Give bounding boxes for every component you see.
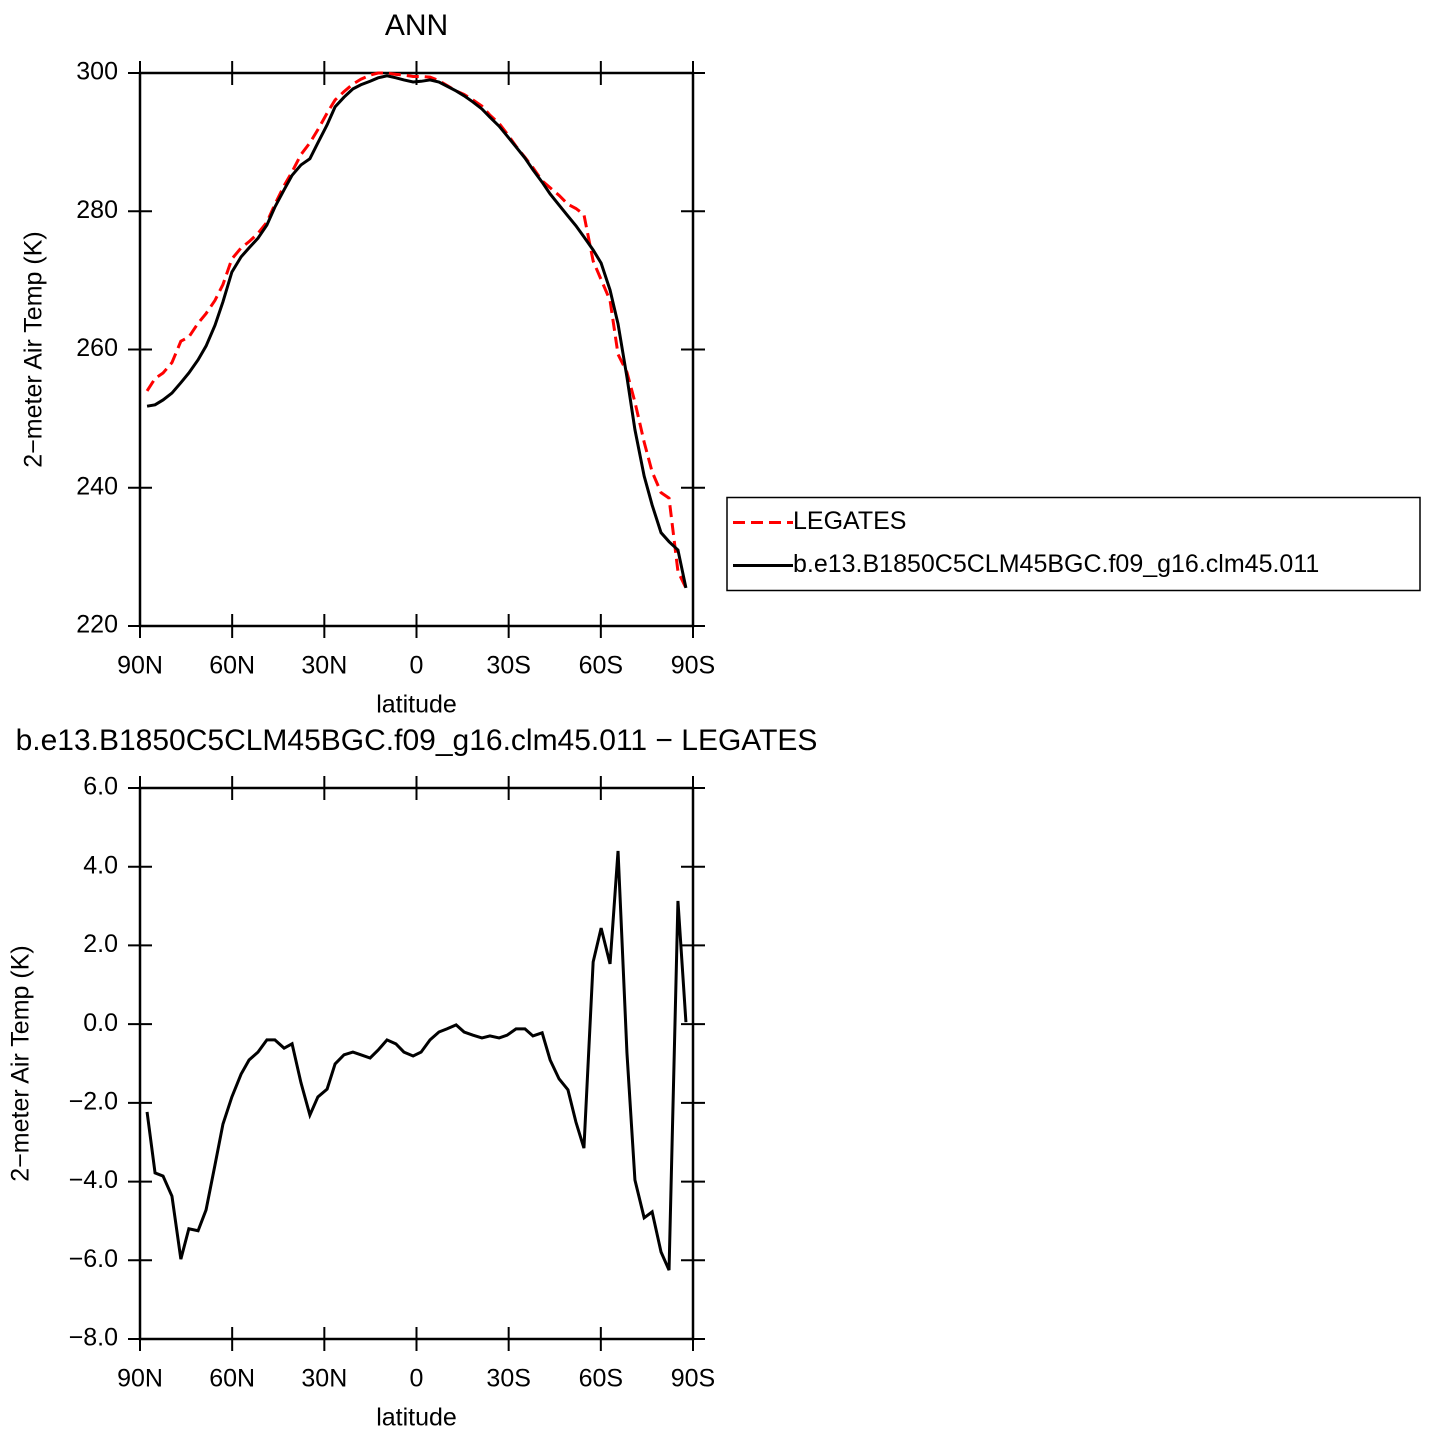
x-tick-label: 30S — [486, 1365, 530, 1393]
y-tick-label: 6.0 — [83, 773, 118, 801]
y-tick-label: 220 — [76, 611, 118, 639]
x-tick-label: 30N — [301, 652, 347, 680]
x-tick-label: 30S — [486, 652, 530, 680]
chart-title: ANN — [385, 9, 448, 42]
y-tick-label: −4.0 — [69, 1166, 118, 1194]
y-tick-label: 4.0 — [83, 851, 118, 879]
x-tick-label: 90S — [671, 652, 715, 680]
x-tick-label: 60N — [209, 1365, 255, 1393]
y-tick-label: 240 — [76, 472, 118, 500]
y-tick-label: 280 — [76, 196, 118, 224]
y-tick-label: 260 — [76, 334, 118, 362]
plot-frame — [138, 71, 695, 628]
y-axis-label: 2−meter Air Temp (K) — [20, 231, 48, 467]
x-tick-label: 60N — [209, 652, 255, 680]
y-tick-label: 300 — [76, 58, 118, 86]
x-tick-label: 0 — [410, 1365, 424, 1393]
x-tick-label: 90S — [671, 1365, 715, 1393]
y-axis-label: 2−meter Air Temp (K) — [7, 945, 35, 1181]
legend-label: LEGATES — [793, 507, 906, 535]
x-tick-label: 90N — [117, 1365, 163, 1393]
x-axis-label: latitude — [376, 691, 457, 719]
y-tick-label: −2.0 — [69, 1087, 118, 1115]
x-tick-label: 60S — [579, 652, 623, 680]
legend-label: b.e13.B1850C5CLM45BGC.f09_g16.clm45.011 — [793, 550, 1319, 578]
chart-title: b.e13.B1850C5CLM45BGC.f09_g16.clm45.011 … — [16, 724, 818, 757]
y-tick-label: 0.0 — [83, 1009, 118, 1037]
data-line — [145, 850, 688, 1271]
legend-box — [726, 496, 1421, 592]
data-line — [146, 74, 688, 589]
y-tick-label: −8.0 — [69, 1324, 118, 1352]
y-tick-label: 2.0 — [83, 930, 118, 958]
x-tick-label: 0 — [410, 652, 424, 680]
y-tick-label: −6.0 — [69, 1245, 118, 1273]
x-tick-label: 90N — [117, 652, 163, 680]
data-line — [145, 71, 688, 589]
plot-frame — [138, 786, 695, 1341]
x-tick-label: 60S — [579, 1365, 623, 1393]
x-axis-label: latitude — [376, 1404, 457, 1432]
x-tick-label: 30N — [301, 1365, 347, 1393]
